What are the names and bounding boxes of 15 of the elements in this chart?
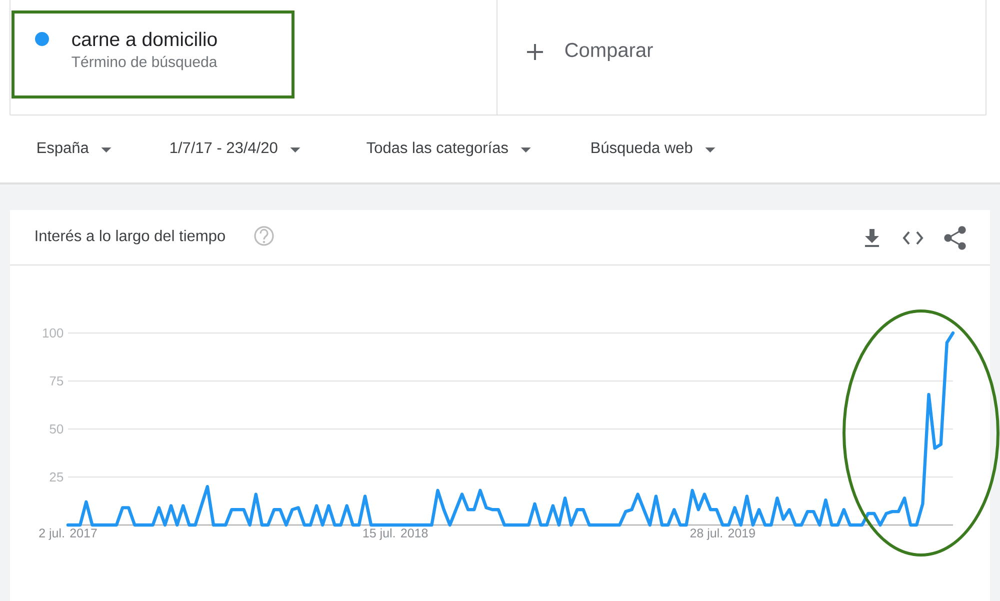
text: Comparar bbox=[565, 42, 653, 62]
y-tick-label: 50 bbox=[50, 424, 64, 434]
chart-title: Interés a lo largo del tiempo bbox=[36, 230, 225, 244]
x-tick-label: 28 jul. 2019 bbox=[690, 528, 755, 540]
x-tick-label: 15 jul. 2018 bbox=[363, 528, 428, 540]
text: Término de búsqueda bbox=[72, 56, 218, 70]
text: Todas las categorías bbox=[366, 142, 508, 156]
y-tick-label: 100 bbox=[42, 328, 64, 338]
text: España bbox=[38, 142, 89, 156]
y-tick-label: 75 bbox=[50, 376, 64, 386]
text: Búsqueda web bbox=[592, 142, 692, 156]
legend-label: carne a domicilio bbox=[72, 32, 217, 46]
text: 1/7/17 - 23/4/20 bbox=[170, 142, 278, 154]
x-tick-label: 2 jul. 2017 bbox=[39, 528, 97, 540]
y-tick-label: 25 bbox=[50, 472, 64, 482]
